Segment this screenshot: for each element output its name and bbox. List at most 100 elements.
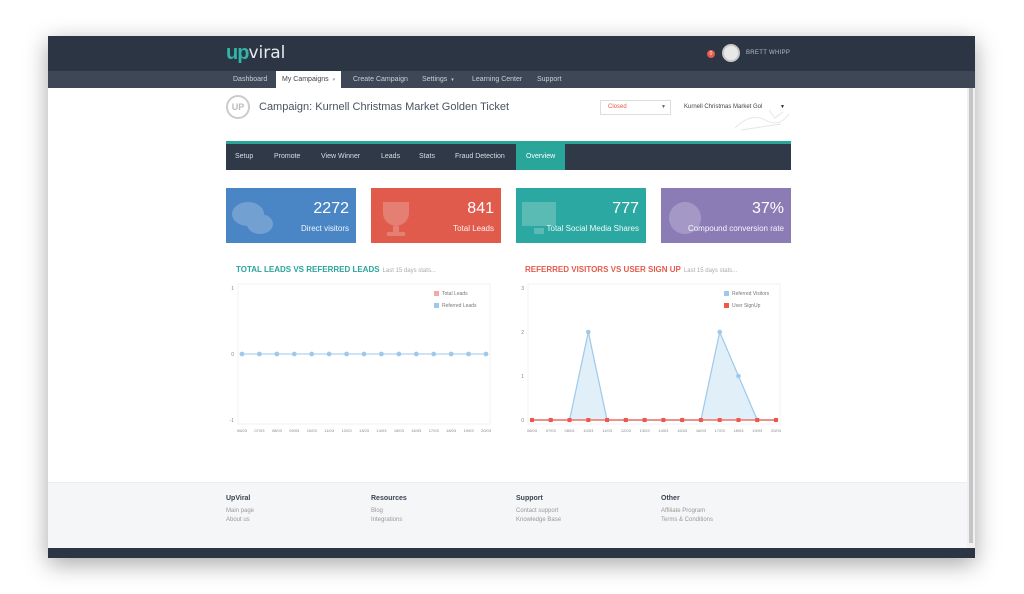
nav-my-campaigns[interactable]: My Campaigns ▾ (276, 71, 342, 88)
x-tick-label: 06/03 (237, 428, 248, 433)
trophy-icon (383, 202, 409, 236)
data-point (413, 351, 419, 357)
right-chart-subtitle: Last 15 days stats... (683, 268, 738, 274)
decorative-sketch-icon (734, 109, 790, 131)
x-tick-label: 17/03 (715, 428, 726, 433)
tab-stats[interactable]: Stats (419, 153, 435, 160)
nav-learning-center[interactable]: Learning Center (472, 76, 523, 83)
data-point (567, 418, 572, 422)
x-tick-label: 18/03 (446, 428, 457, 433)
campaign-select[interactable]: Kurnell Christmas Market Gol ▼ (676, 100, 790, 115)
stat-label: Total Leads (453, 224, 494, 233)
x-tick-label: 17/03 (429, 428, 440, 433)
stat-label: Direct visitors (300, 224, 349, 233)
x-tick-label: 18/03 (733, 428, 744, 433)
footer-col-support: Support Contact support Knowledge Base (516, 495, 561, 526)
data-point (717, 329, 722, 335)
data-point (623, 418, 628, 422)
status-select-value: Closed (608, 104, 627, 110)
data-point (257, 351, 262, 357)
nav-support[interactable]: Support (537, 76, 562, 83)
data-point (774, 418, 778, 422)
x-tick-label: 11/03 (324, 428, 334, 433)
data-point (661, 418, 666, 422)
legend-label: User SignUp (732, 303, 761, 309)
notification-badge[interactable]: 0 (707, 50, 715, 58)
stat-card-conversion-rate: 37% Compound conversion rate (661, 188, 791, 243)
x-tick-label: 11/03 (602, 428, 612, 433)
footer-link-terms[interactable]: Terms & Conditions (661, 517, 714, 523)
footer-link-integrations[interactable]: Integrations (371, 517, 403, 523)
upviral-logo[interactable]: up viral (226, 42, 285, 64)
x-tick-label: 09/03 (289, 428, 300, 433)
data-point (642, 418, 647, 422)
tab-view-winner[interactable]: View Winner (321, 153, 361, 160)
data-point (698, 418, 703, 422)
y-tick-label: 0 (231, 352, 234, 358)
x-tick-label: 07/03 (254, 428, 265, 433)
stat-card-total-leads: 841 Total Leads (371, 188, 501, 243)
footer-heading: UpViral (226, 495, 251, 502)
status-select[interactable]: Closed ▼ (600, 100, 671, 115)
footer-heading: Other (661, 495, 680, 502)
left-chart-title: TOTAL LEADS VS REFERRED LEADS Last 15 day… (236, 265, 436, 274)
scrollbar-thumb[interactable] (969, 88, 973, 543)
nav-settings-label: Settings (422, 76, 448, 83)
x-tick-label: 12/03 (342, 428, 353, 433)
nav-my-campaigns-label: My Campaigns (282, 76, 329, 83)
data-point (361, 351, 367, 357)
footer-link-affiliate-program[interactable]: Affiliate Program (661, 508, 706, 514)
x-tick-label: 14/03 (658, 428, 669, 433)
data-point (239, 351, 245, 357)
data-point (291, 351, 297, 357)
footer-link-main-page[interactable]: Main page (226, 508, 255, 514)
x-tick-label: 12/03 (621, 428, 632, 433)
data-point (717, 418, 722, 422)
top-header: up viral 0 BRETT WHIPP (48, 36, 975, 71)
x-tick-label: 07/03 (546, 428, 557, 433)
x-tick-label: 14/03 (376, 428, 387, 433)
y-tick-label: 3 (521, 286, 524, 292)
data-point (755, 418, 760, 422)
tab-promote[interactable]: Promote (274, 153, 301, 160)
legend-label: Referred Leads (442, 303, 477, 309)
footer-link-contact-support[interactable]: Contact support (516, 508, 559, 514)
campaign-tabs: Setup Promote View Winner Leads Stats Fr… (226, 141, 791, 170)
data-point (379, 351, 384, 357)
chevron-down-icon: ▾ (451, 77, 454, 83)
tab-overview[interactable]: Overview (516, 144, 566, 170)
x-tick-label: 16/03 (696, 428, 707, 433)
tab-leads[interactable]: Leads (381, 153, 401, 160)
data-point (448, 351, 454, 357)
footer-col-upviral: UpViral Main page About us (226, 495, 254, 526)
nav-dashboard[interactable]: Dashboard (233, 76, 268, 83)
tab-fraud-detection[interactable]: Fraud Detection (455, 153, 505, 160)
legend-label: Total Leads (442, 291, 468, 297)
data-point (431, 351, 437, 357)
scrollbar[interactable] (967, 88, 975, 548)
plot-frame (527, 283, 781, 425)
footer-link-knowledge-base[interactable]: Knowledge Base (516, 517, 562, 523)
username-label[interactable]: BRETT WHIPP (746, 50, 791, 56)
bottom-bar (48, 548, 975, 558)
stat-label: Compound conversion rate (687, 224, 784, 233)
data-point (344, 351, 349, 357)
tab-setup[interactable]: Setup (235, 153, 254, 160)
footer-link-about-us[interactable]: About us (226, 517, 250, 523)
avatar[interactable] (722, 44, 740, 62)
footer-heading: Resources (371, 495, 407, 502)
stat-value: 841 (467, 200, 494, 217)
nav-settings[interactable]: Settings ▾ (422, 71, 454, 88)
left-chart-subtitle: Last 15 days stats... (382, 268, 436, 274)
right-chart-title-text: REFERRED VISITORS VS USER SIGN UP (525, 265, 681, 274)
logo-viral-text: viral (248, 43, 286, 63)
y-tick-label: 1 (231, 286, 234, 292)
nav-create-campaign[interactable]: Create Campaign (353, 76, 408, 83)
footer-link-blog[interactable]: Blog (371, 508, 384, 514)
x-tick-label: 13/03 (359, 428, 370, 433)
x-tick-label: 10/03 (583, 428, 594, 433)
x-tick-label: 20/03 (771, 428, 782, 433)
y-tick-label: -1 (230, 418, 235, 424)
data-point (326, 351, 332, 357)
stat-value: 2272 (313, 200, 349, 217)
